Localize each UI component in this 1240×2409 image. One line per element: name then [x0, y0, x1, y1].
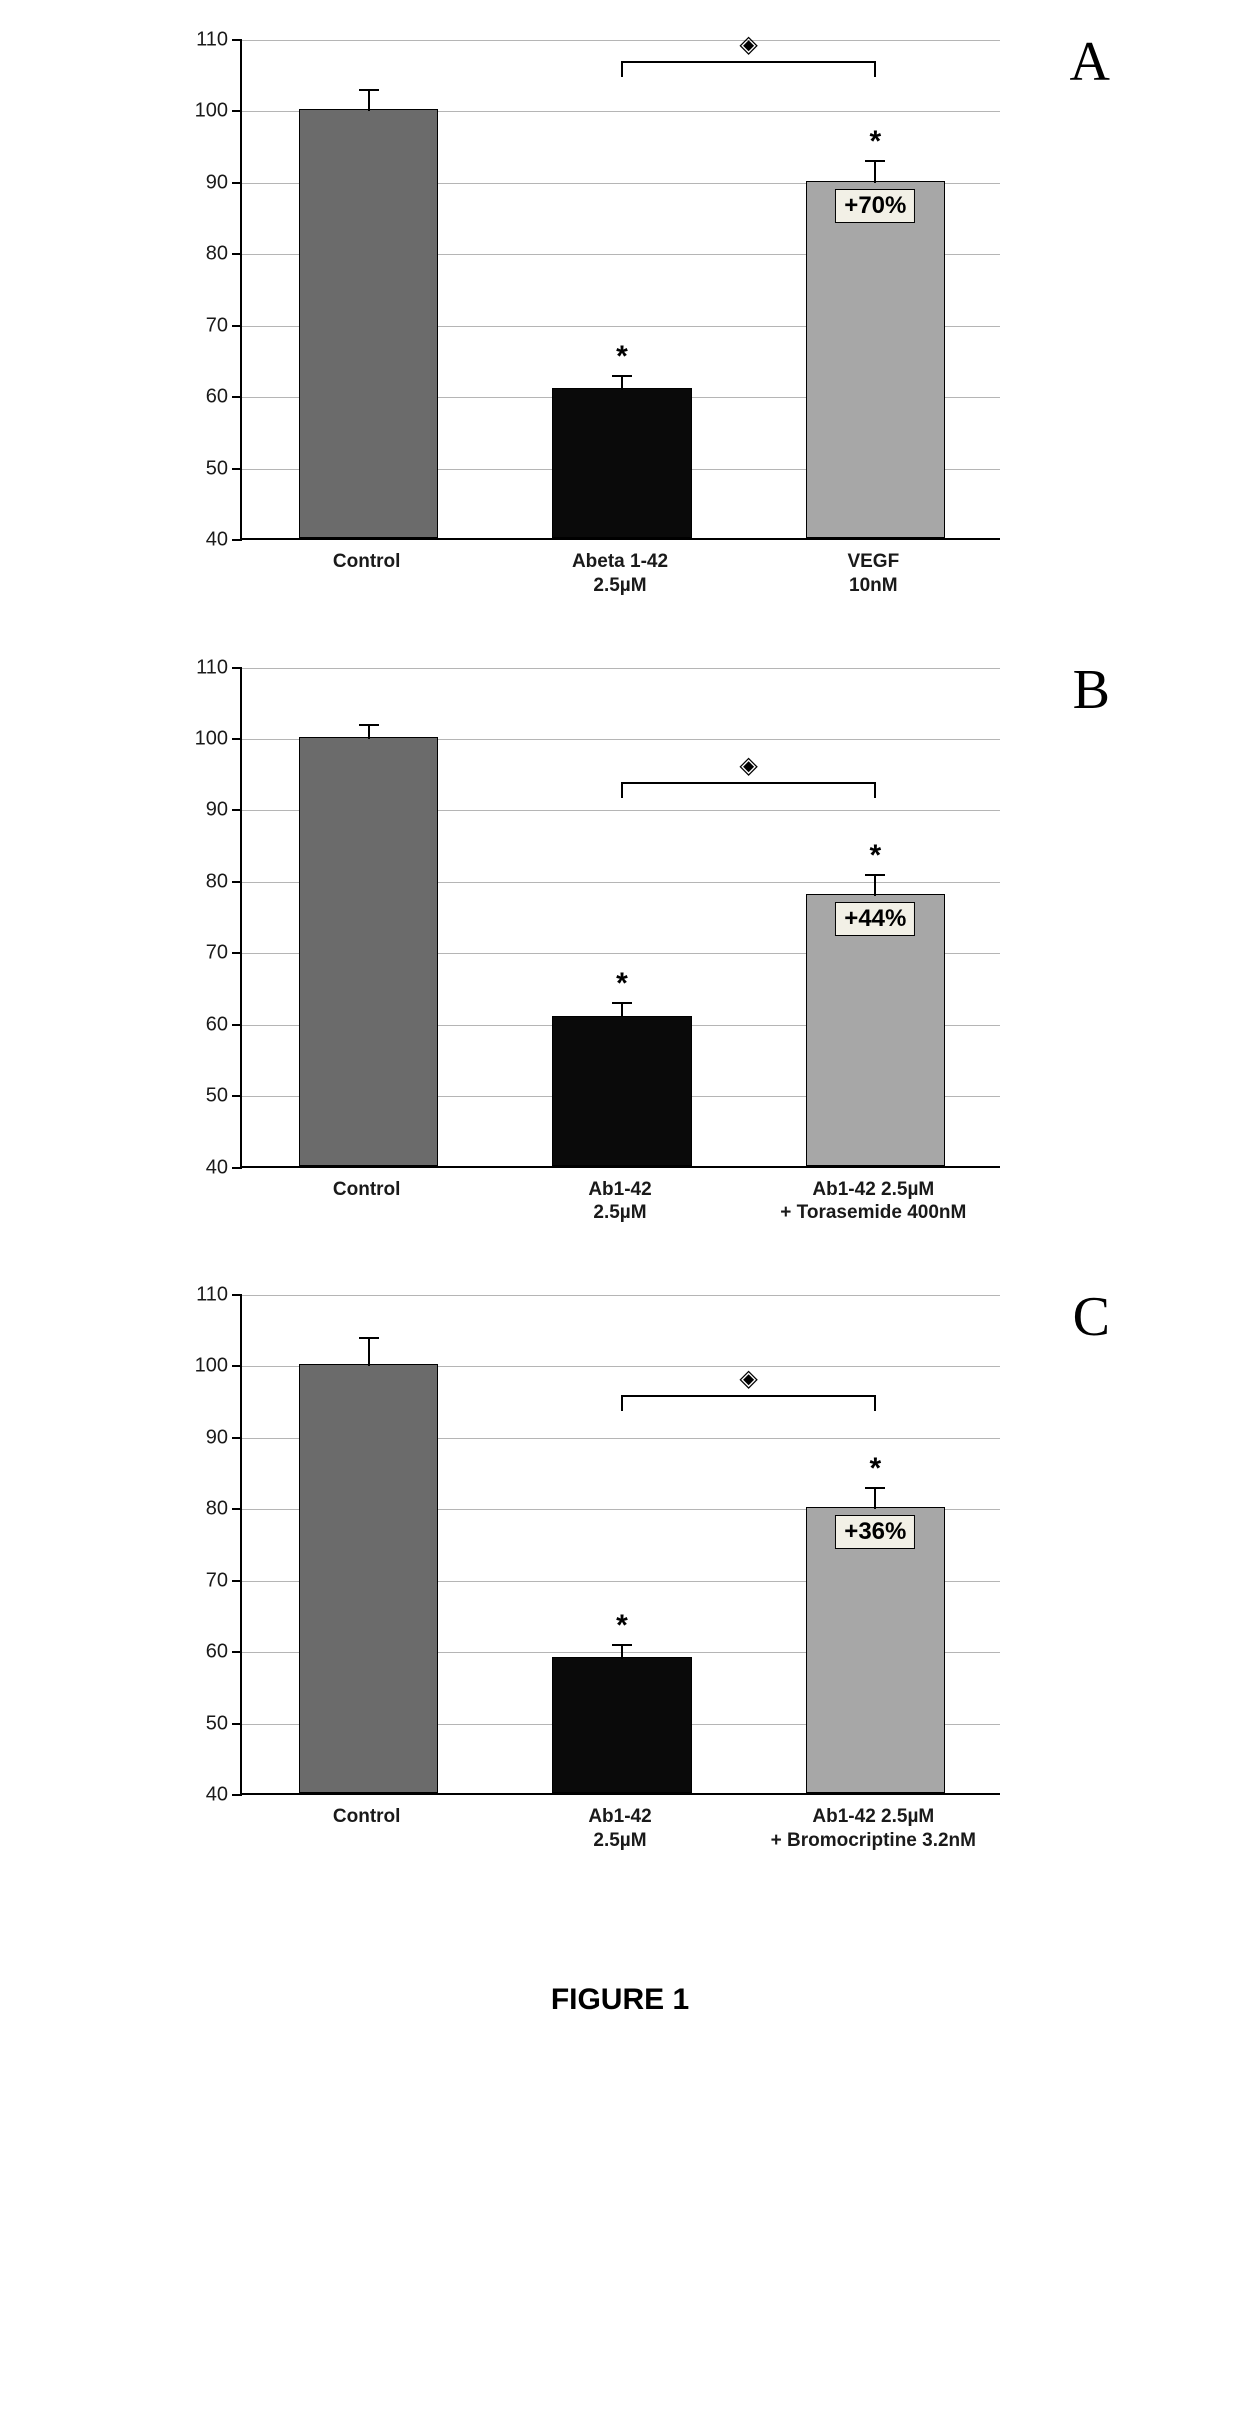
ytick-label: 90 — [206, 171, 242, 194]
x-label: Control — [240, 1178, 493, 1226]
bar-treat — [806, 181, 945, 538]
x-axis-labels: ControlAb1-422.5µMAb1-42 2.5µM+ Torasemi… — [240, 1178, 1000, 1226]
error-cap — [865, 874, 885, 876]
error-bar — [874, 1488, 876, 1509]
ytick-label: 60 — [206, 1013, 242, 1036]
x-axis-labels: ControlAbeta 1-422.5µMVEGF10nM — [240, 550, 1000, 598]
panel-letter: B — [1073, 658, 1110, 722]
significance-star: * — [869, 839, 881, 873]
ytick-label: 80 — [206, 1498, 242, 1521]
x-label: VEGF10nM — [747, 550, 1000, 598]
ytick-label: 50 — [206, 1085, 242, 1108]
ytick-label: 100 — [195, 100, 242, 123]
error-cap — [612, 1002, 632, 1004]
comparison-bracket-leg — [874, 782, 876, 798]
error-bar — [621, 376, 623, 390]
ytick-label: 110 — [196, 1284, 242, 1307]
comparison-bracket — [622, 1395, 875, 1397]
ytick-label: 80 — [206, 870, 242, 893]
x-label: Control — [240, 1805, 493, 1853]
comparison-bracket-leg — [621, 782, 623, 798]
x-label: Control — [240, 550, 493, 598]
error-cap — [359, 89, 379, 91]
error-bar — [874, 161, 876, 182]
bar-control — [299, 737, 438, 1166]
comparison-bracket-leg — [874, 61, 876, 77]
ytick-label: 50 — [206, 457, 242, 480]
ytick-label: 100 — [195, 1355, 242, 1378]
significance-star: * — [616, 340, 628, 374]
bar-intox — [552, 1657, 691, 1793]
error-bar — [621, 1003, 623, 1017]
ytick-label: 40 — [206, 1784, 242, 1807]
x-label: Ab1-422.5µM — [493, 1805, 746, 1853]
error-cap — [865, 160, 885, 162]
chart-panel-B: B% Capillary network length4050607080901… — [170, 668, 1070, 1226]
error-bar — [874, 875, 876, 896]
error-bar — [621, 1645, 623, 1659]
bar-intox — [552, 388, 691, 538]
gridline — [242, 1295, 1000, 1296]
comparison-bracket-leg — [621, 61, 623, 77]
error-cap — [359, 724, 379, 726]
bar-control — [299, 1364, 438, 1793]
plot-area: % Capillary network length40506070809010… — [240, 40, 1000, 540]
x-label: Ab1-42 2.5µM+ Bromocriptine 3.2nM — [747, 1805, 1000, 1853]
figure-wrap: A% Capillary network length4050607080901… — [0, 40, 1240, 2017]
chart-panel-C: C% Capillary network length4050607080901… — [170, 1295, 1070, 1853]
comparison-bracket-leg — [874, 1395, 876, 1411]
gridline — [242, 40, 1000, 41]
comparison-bracket — [622, 61, 875, 63]
ytick-label: 60 — [206, 1641, 242, 1664]
significance-star: * — [616, 1609, 628, 1643]
ytick-label: 70 — [206, 942, 242, 965]
x-label: Ab1-422.5µM — [493, 1178, 746, 1226]
bar-intox — [552, 1016, 691, 1166]
significance-diamond: ◈ — [739, 1364, 757, 1393]
panel-letter: A — [1070, 30, 1110, 94]
ytick-label: 40 — [206, 1156, 242, 1179]
ytick-label: 60 — [206, 386, 242, 409]
ytick-label: 110 — [196, 29, 242, 52]
figure-caption: FIGURE 1 — [551, 1983, 689, 2017]
x-label: Ab1-42 2.5µM+ Torasemide 400nM — [747, 1178, 1000, 1226]
error-cap — [612, 1644, 632, 1646]
x-axis-labels: ControlAb1-422.5µMAb1-42 2.5µM+ Bromocri… — [240, 1805, 1000, 1853]
ytick-label: 90 — [206, 799, 242, 822]
bar-treat — [806, 1507, 945, 1793]
plot-area: % Capillary network length40506070809010… — [240, 1295, 1000, 1795]
bar-control — [299, 109, 438, 538]
error-cap — [359, 1337, 379, 1339]
significance-star: * — [869, 1452, 881, 1486]
ytick-label: 80 — [206, 243, 242, 266]
percent-badge: +36% — [835, 1515, 915, 1549]
error-bar — [368, 90, 370, 111]
ytick-label: 90 — [206, 1426, 242, 1449]
percent-badge: +44% — [835, 902, 915, 936]
ytick-label: 100 — [195, 727, 242, 750]
ytick-label: 50 — [206, 1712, 242, 1735]
gridline — [242, 668, 1000, 669]
significance-diamond: ◈ — [739, 751, 757, 780]
comparison-bracket-leg — [621, 1395, 623, 1411]
chart-panel-A: A% Capillary network length4050607080901… — [170, 40, 1070, 598]
plot-area: % Capillary network length40506070809010… — [240, 668, 1000, 1168]
error-cap — [865, 1487, 885, 1489]
ytick-label: 70 — [206, 314, 242, 337]
significance-diamond: ◈ — [739, 30, 757, 59]
comparison-bracket — [622, 782, 875, 784]
panel-letter: C — [1073, 1285, 1110, 1349]
error-bar — [368, 725, 370, 739]
significance-star: * — [616, 967, 628, 1001]
percent-badge: +70% — [835, 189, 915, 223]
error-bar — [368, 1338, 370, 1367]
ytick-label: 70 — [206, 1569, 242, 1592]
ytick-label: 110 — [196, 656, 242, 679]
ytick-label: 40 — [206, 529, 242, 552]
x-label: Abeta 1-422.5µM — [493, 550, 746, 598]
significance-star: * — [869, 125, 881, 159]
error-cap — [612, 375, 632, 377]
